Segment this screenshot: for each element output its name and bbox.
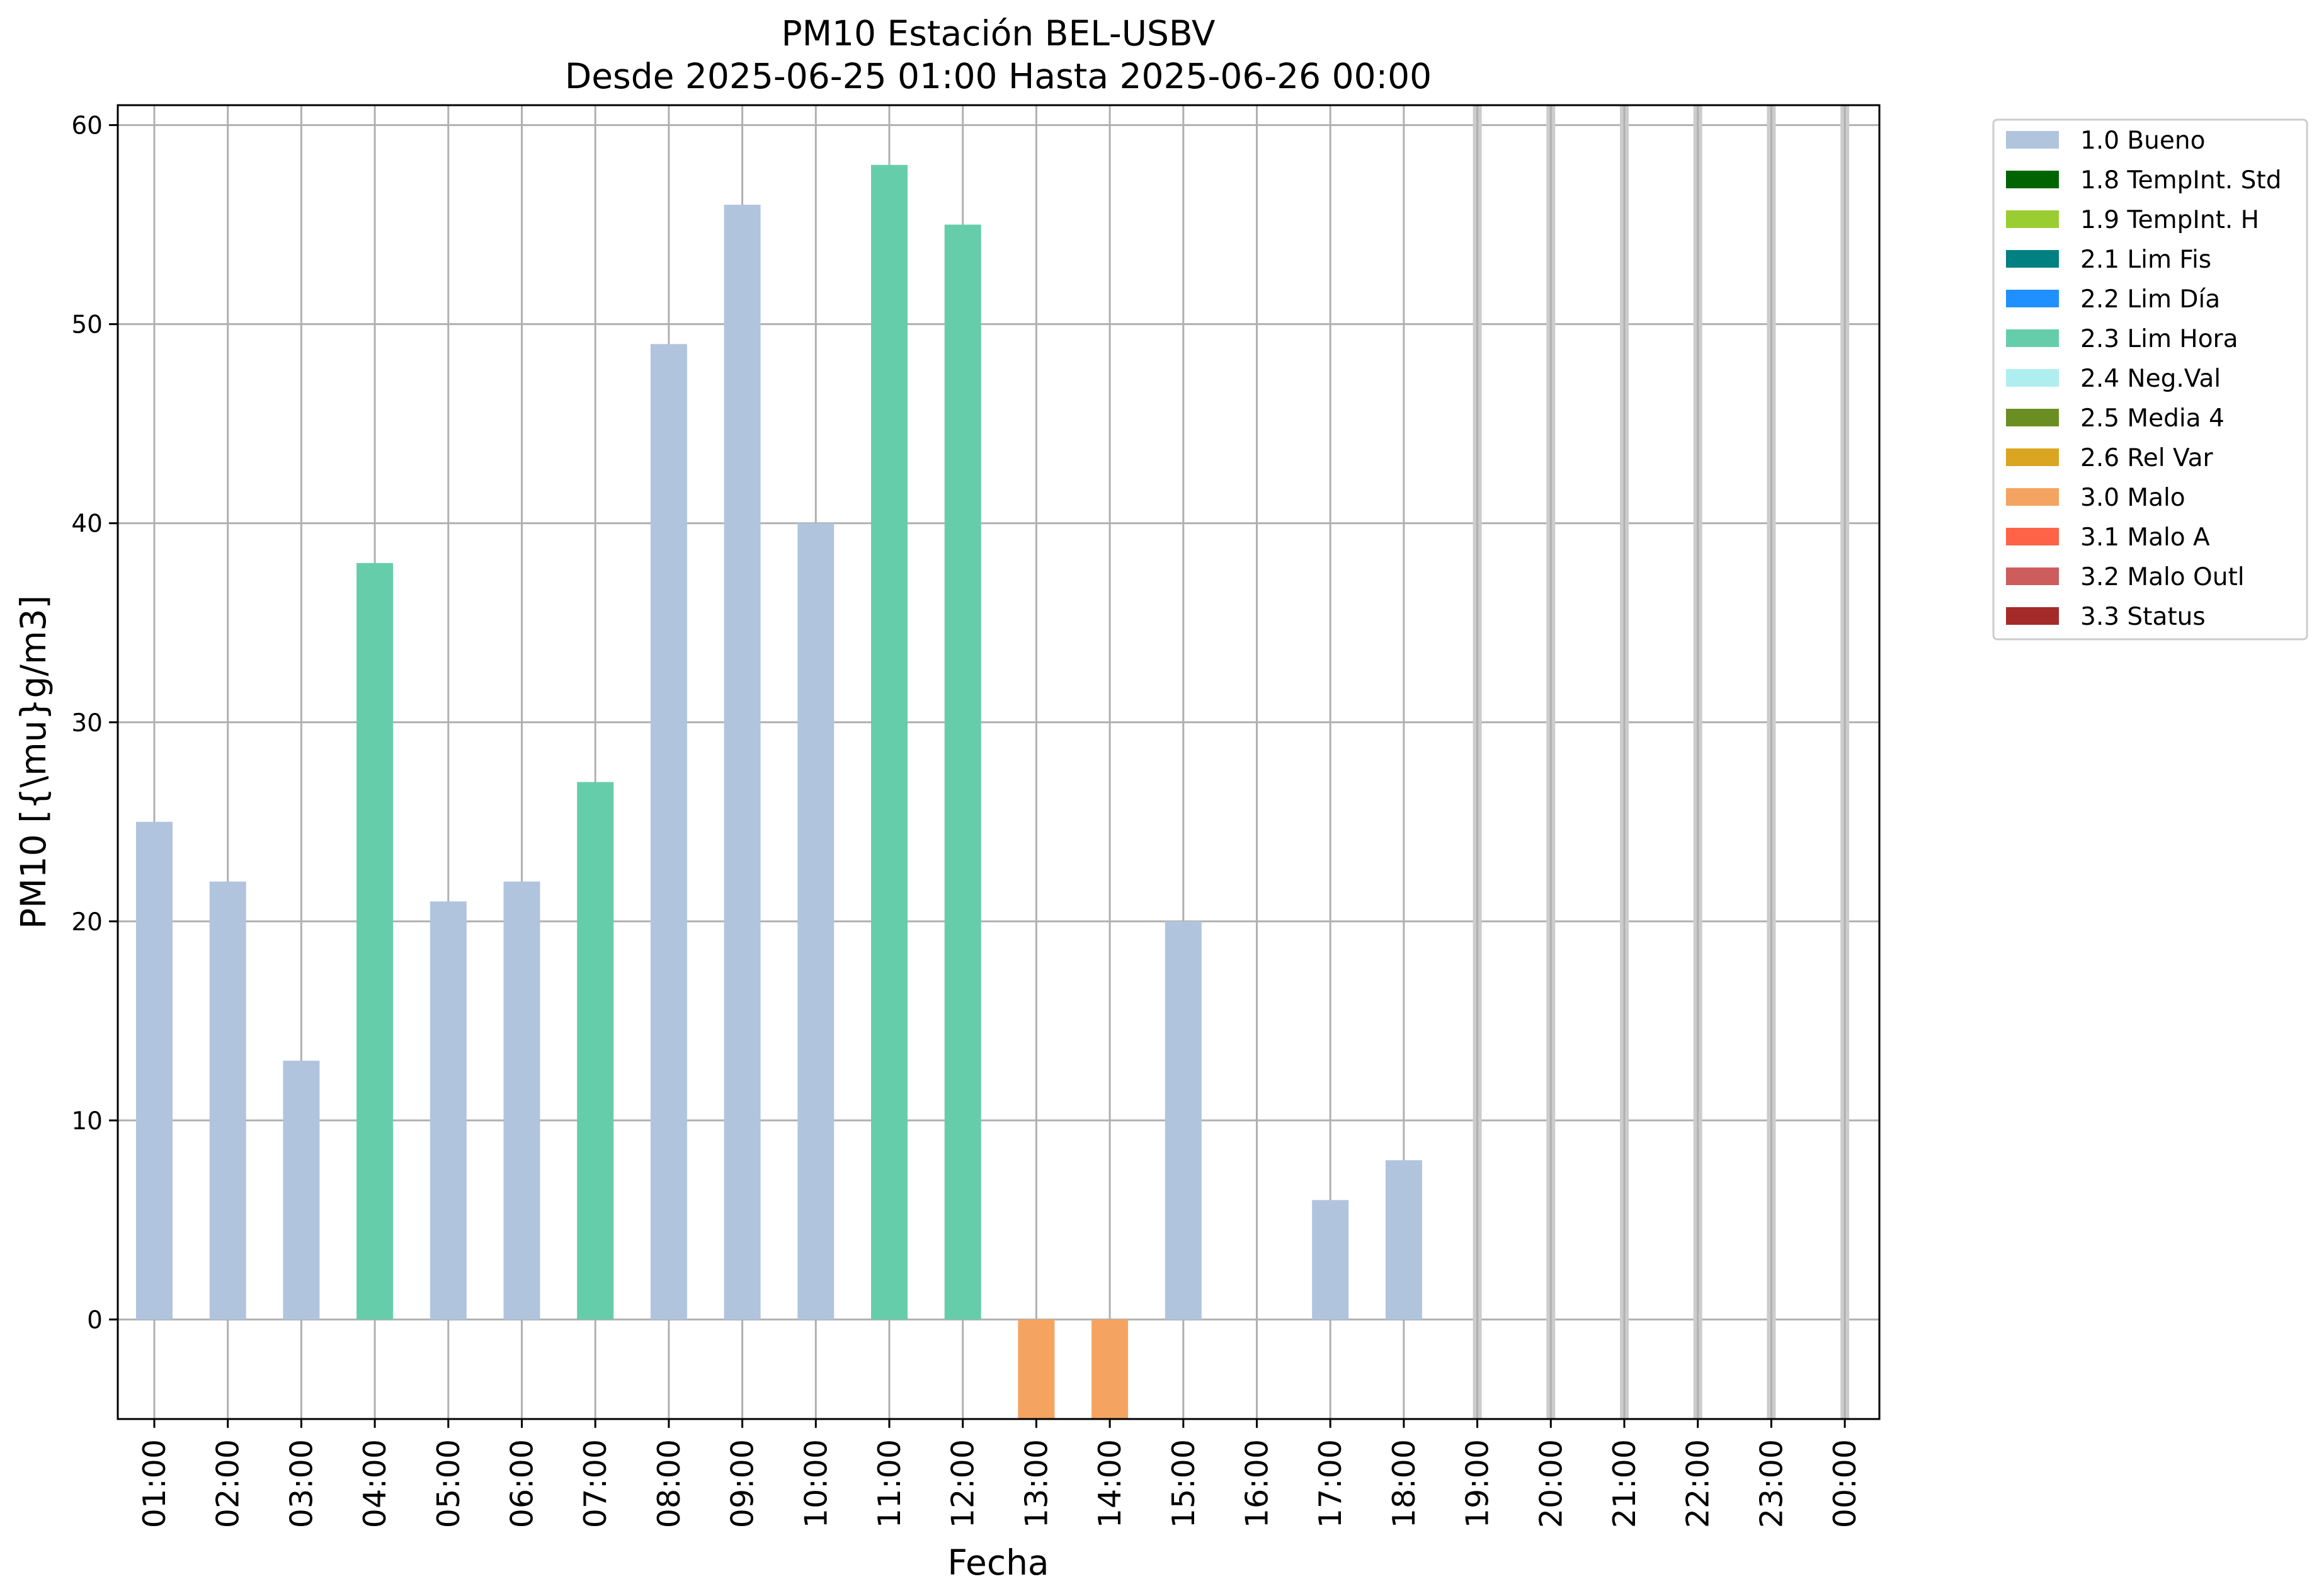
bar-0300 — [283, 1061, 320, 1320]
legend: 1.0 Bueno 1.8 TempInt. Std 1.9 TempInt. H 2… — [1992, 118, 2308, 641]
legend-label-0: 1.0 Bueno — [2080, 127, 2205, 155]
chart-title: PM10 Estación BEL-USBV — [781, 13, 1215, 54]
y-axis-label: PM10 [{\mu}g/m3] — [13, 595, 54, 929]
legend-swatch-12 — [2006, 607, 2059, 625]
bar-1100 — [871, 164, 908, 1320]
legend-label-5: 2.3 Lim Hora — [2080, 325, 2238, 353]
x-tick-label-22: 23:00 — [1753, 1439, 1789, 1528]
bar-1000 — [797, 523, 835, 1320]
legend-swatch-1 — [2006, 171, 2059, 188]
x-tick-label-18: 19:00 — [1460, 1439, 1496, 1528]
x-tick-label-13: 14:00 — [1092, 1439, 1128, 1528]
legend-swatch-0 — [2006, 131, 2059, 149]
legend-swatch-7 — [2006, 409, 2059, 426]
legend-label-7: 2.5 Media 4 — [2080, 404, 2225, 433]
legend-frame — [1992, 118, 2308, 641]
x-tick-label-21: 22:00 — [1680, 1439, 1716, 1528]
legend-swatch-6 — [2006, 369, 2059, 387]
y-tick-label-2: 20 — [71, 908, 103, 937]
y-tick-label-6: 60 — [71, 112, 103, 140]
legend-swatch-5 — [2006, 329, 2059, 347]
bar-0900 — [724, 205, 761, 1320]
x-tick-label-16: 17:00 — [1313, 1439, 1348, 1528]
y-tick-label-5: 50 — [71, 311, 103, 339]
bar-0500 — [430, 901, 467, 1320]
legend-label-10: 3.1 Malo A — [2080, 523, 2210, 552]
legend-swatch-2 — [2006, 210, 2059, 228]
bar-1700 — [1312, 1200, 1349, 1320]
y-axis-ticks: 0 10 20 30 40 50 60 — [71, 112, 118, 1335]
bar-0800 — [650, 344, 687, 1320]
y-tick-label-3: 30 — [71, 709, 103, 738]
x-axis-label: Fecha — [947, 1542, 1049, 1583]
y-tick-label-1: 10 — [71, 1107, 103, 1136]
legend-label-3: 2.1 Lim Fis — [2080, 246, 2211, 274]
y-tick-label-4: 40 — [71, 510, 103, 539]
bar-1800 — [1385, 1160, 1422, 1320]
x-tick-label-2: 03:00 — [283, 1439, 319, 1528]
legend-label-1: 1.8 TempInt. Std — [2080, 166, 2281, 195]
bar-0200 — [209, 881, 246, 1320]
x-tick-label-9: 10:00 — [798, 1439, 834, 1528]
bar-0400 — [356, 562, 394, 1320]
legend-swatch-11 — [2006, 567, 2059, 585]
x-tick-label-5: 06:00 — [504, 1439, 540, 1528]
bar-0100 — [136, 821, 173, 1320]
bar-0700 — [577, 782, 614, 1320]
legend-swatch-3 — [2006, 250, 2059, 268]
legend-swatch-10 — [2006, 528, 2059, 545]
legend-label-6: 2.4 Neg.Val — [2080, 365, 2221, 393]
x-tick-label-14: 15:00 — [1166, 1439, 1202, 1528]
x-tick-label-6: 07:00 — [578, 1439, 613, 1528]
bar-series — [136, 164, 1422, 1419]
x-tick-label-7: 08:00 — [651, 1439, 687, 1528]
bar-1300 — [1018, 1319, 1055, 1419]
x-tick-label-19: 20:00 — [1533, 1439, 1569, 1528]
x-tick-label-8: 09:00 — [725, 1439, 761, 1528]
legend-label-8: 2.6 Rel Var — [2080, 444, 2214, 472]
bar-1500 — [1165, 921, 1202, 1320]
legend-label-12: 3.3 Status — [2080, 603, 2206, 631]
x-tick-label-17: 18:00 — [1386, 1439, 1422, 1528]
legend-label-9: 3.0 Malo — [2080, 484, 2185, 512]
legend-swatch-4 — [2006, 290, 2059, 307]
legend-swatch-9 — [2006, 488, 2059, 506]
x-tick-label-23: 00:00 — [1827, 1439, 1863, 1528]
missing-data-markers — [1473, 105, 1850, 1419]
x-tick-label-0: 01:00 — [137, 1439, 173, 1528]
x-tick-label-4: 05:00 — [431, 1439, 467, 1528]
x-tick-label-11: 12:00 — [945, 1439, 981, 1528]
legend-label-4: 2.2 Lim Día — [2080, 285, 2220, 314]
x-tick-label-10: 11:00 — [872, 1439, 908, 1528]
legend-swatch-8 — [2006, 448, 2059, 466]
bar-0600 — [503, 881, 540, 1320]
x-tick-label-20: 21:00 — [1607, 1439, 1643, 1528]
legend-label-2: 1.9 TempInt. H — [2080, 206, 2259, 234]
x-tick-label-15: 16:00 — [1239, 1439, 1275, 1528]
bar-1200 — [944, 224, 981, 1320]
x-tick-label-1: 02:00 — [210, 1439, 246, 1528]
plot-frame — [117, 104, 1881, 1420]
bar-1400 — [1091, 1319, 1129, 1419]
y-tick-label-0: 0 — [87, 1306, 103, 1335]
legend-label-11: 3.2 Malo Outl — [2080, 563, 2245, 591]
x-axis-ticks: 01:00 02:00 03:00 04:00 05:00 06:00 07:00 08:00… — [137, 1419, 1863, 1528]
chart-subtitle: Desde 2025-06-25 01:00 Hasta 2025-06-26 … — [565, 56, 1432, 96]
x-tick-label-12: 13:00 — [1018, 1439, 1054, 1528]
x-tick-label-3: 04:00 — [357, 1439, 393, 1528]
